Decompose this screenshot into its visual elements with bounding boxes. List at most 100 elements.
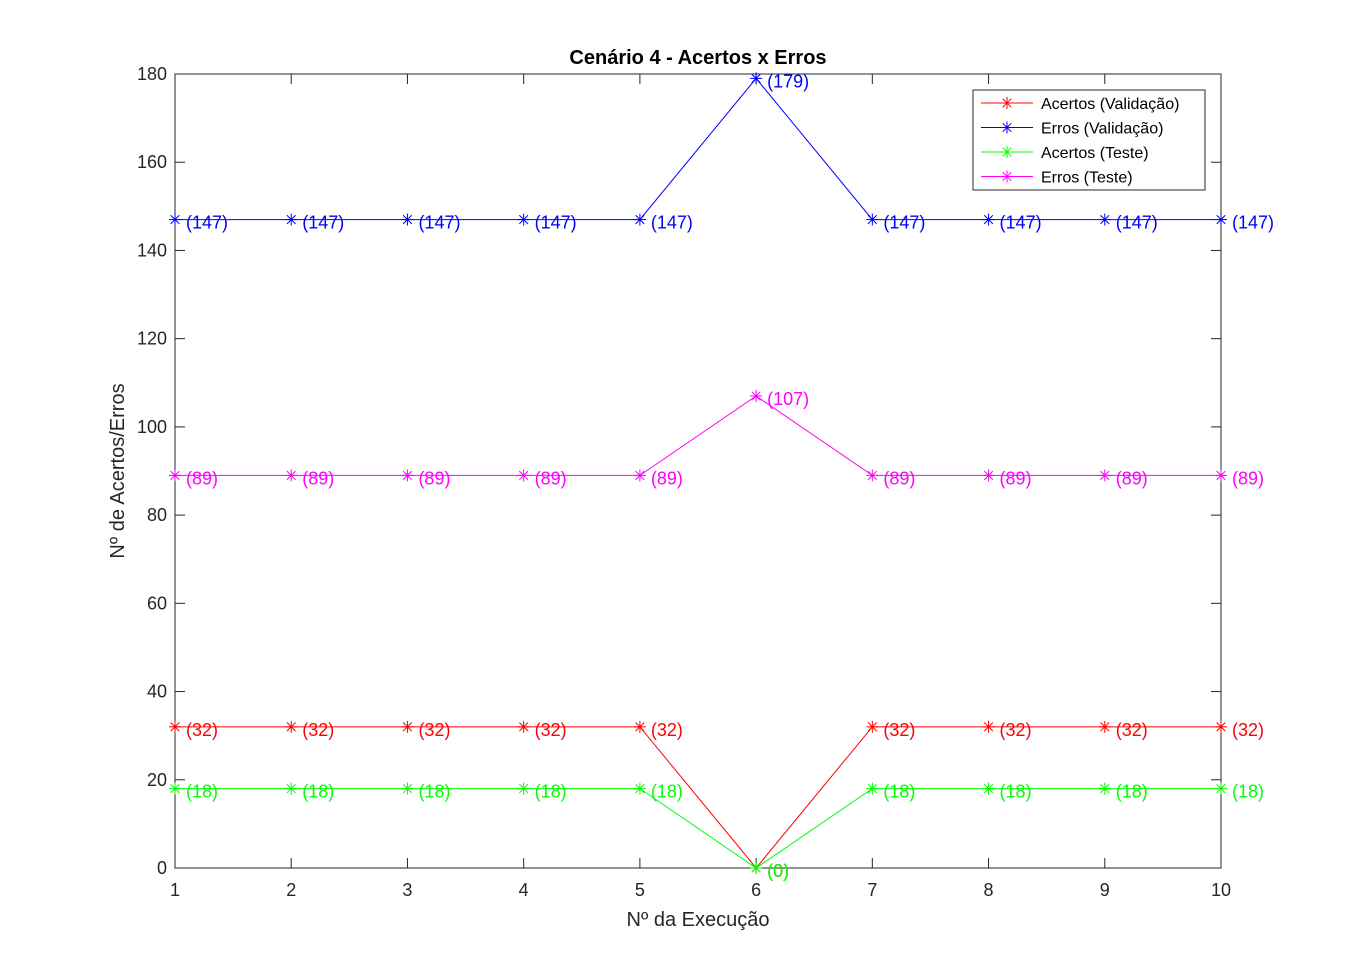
x-tick-label: 9 <box>1100 880 1110 900</box>
legend-entry: Acertos (Validação) <box>1041 96 1179 113</box>
data-point <box>866 720 879 733</box>
legend-marker <box>1001 146 1013 158</box>
data-point <box>517 213 530 226</box>
data-label: (107) <box>767 389 809 409</box>
data-point <box>1098 720 1111 733</box>
data-point <box>401 720 414 733</box>
chart-title: Cenário 4 - Acertos x Erros <box>569 47 826 69</box>
data-label: (147) <box>1000 213 1042 233</box>
data-point <box>750 390 763 403</box>
data-label: (18) <box>535 782 567 802</box>
legend: Acertos (Validação) Erros (Validação) Acer… <box>972 89 1206 191</box>
data-label: (89) <box>418 468 450 488</box>
data-label: (32) <box>186 720 218 740</box>
legend-box <box>972 89 1206 191</box>
data-point <box>169 720 181 733</box>
data-label: (147) <box>1232 213 1274 233</box>
data-label: (18) <box>1000 782 1032 802</box>
data-point <box>517 720 530 733</box>
data-label: (147) <box>1116 213 1158 233</box>
data-point <box>285 469 298 482</box>
data-point <box>866 782 879 795</box>
data-point <box>866 213 879 226</box>
data-label: (32) <box>883 720 915 740</box>
x-tick-label: 3 <box>402 880 412 900</box>
data-point <box>517 469 530 482</box>
legend-marker <box>1001 121 1013 134</box>
data-point <box>866 469 879 482</box>
data-label: (0) <box>767 861 789 881</box>
data-label: (18) <box>302 782 334 802</box>
data-point <box>285 213 298 226</box>
y-tick-label: 20 <box>147 770 167 790</box>
data-label: (32) <box>1116 720 1148 740</box>
data-point <box>517 782 530 795</box>
x-tick-label: 1 <box>170 880 180 900</box>
y-tick-label: 140 <box>137 240 167 260</box>
data-point <box>982 720 995 733</box>
series-line <box>175 726 1221 869</box>
data-label: (32) <box>535 720 567 740</box>
data-point <box>750 72 763 85</box>
data-point <box>401 782 414 795</box>
data-label: (89) <box>1000 468 1032 488</box>
series-line <box>175 788 1221 869</box>
plot-area: 1 2 3 4 5 6 7 8 9 10020406080100120140160180(32)(… <box>137 64 1274 900</box>
y-tick-label: 180 <box>137 64 167 84</box>
data-point <box>1098 469 1111 482</box>
data-label: (89) <box>186 468 218 488</box>
data-point <box>1215 720 1227 733</box>
data-point <box>633 720 646 733</box>
y-tick-label: 120 <box>137 329 167 349</box>
x-tick-label: 7 <box>867 880 877 900</box>
data-label: (18) <box>1116 782 1148 802</box>
legend-marker <box>1001 170 1013 183</box>
data-label: (147) <box>883 213 925 233</box>
data-point <box>633 469 646 482</box>
data-point <box>1098 213 1111 226</box>
legend-entry: Erros (Validação) <box>1041 121 1163 138</box>
data-label: (32) <box>651 720 683 740</box>
data-label: (89) <box>883 468 915 488</box>
data-point <box>285 720 298 733</box>
data-label: (18) <box>883 782 915 802</box>
data-point <box>1098 782 1111 795</box>
data-label: (0) <box>767 861 789 881</box>
data-point <box>401 469 414 482</box>
y-tick-label: 0 <box>157 858 167 878</box>
legend-marker <box>1001 97 1013 109</box>
data-label: (89) <box>302 468 334 488</box>
y-tick-label: 40 <box>147 682 167 702</box>
data-label: (179) <box>767 71 809 91</box>
data-point <box>982 469 995 482</box>
x-tick-label: 6 <box>751 880 761 900</box>
data-point <box>1215 469 1227 482</box>
data-label: (89) <box>535 468 567 488</box>
data-point <box>633 213 646 226</box>
data-label: (18) <box>418 782 450 802</box>
legend-entry: Acertos (Teste) <box>1041 145 1149 162</box>
data-label: (32) <box>1000 720 1032 740</box>
data-label: (147) <box>535 213 577 233</box>
data-point <box>982 782 995 795</box>
data-point <box>633 782 646 795</box>
data-point <box>285 782 298 795</box>
data-point <box>401 213 414 226</box>
data-label: (89) <box>651 468 683 488</box>
data-label: (32) <box>302 720 334 740</box>
data-point <box>169 213 181 226</box>
data-label: (147) <box>418 213 460 233</box>
y-tick-label: 100 <box>137 417 167 437</box>
data-point <box>750 862 763 874</box>
data-point <box>1215 782 1227 795</box>
y-axis-label: Nº de Acertos/Erros <box>107 383 129 558</box>
x-axis-label: Nº da Execução <box>627 909 770 931</box>
x-tick-label: 4 <box>519 880 529 900</box>
data-label: (32) <box>1232 720 1264 740</box>
x-tick-label: 8 <box>984 880 994 900</box>
data-label: (147) <box>302 213 344 233</box>
data-point <box>1215 213 1227 226</box>
x-tick-label: 2 <box>286 880 296 900</box>
data-label: (147) <box>651 213 693 233</box>
